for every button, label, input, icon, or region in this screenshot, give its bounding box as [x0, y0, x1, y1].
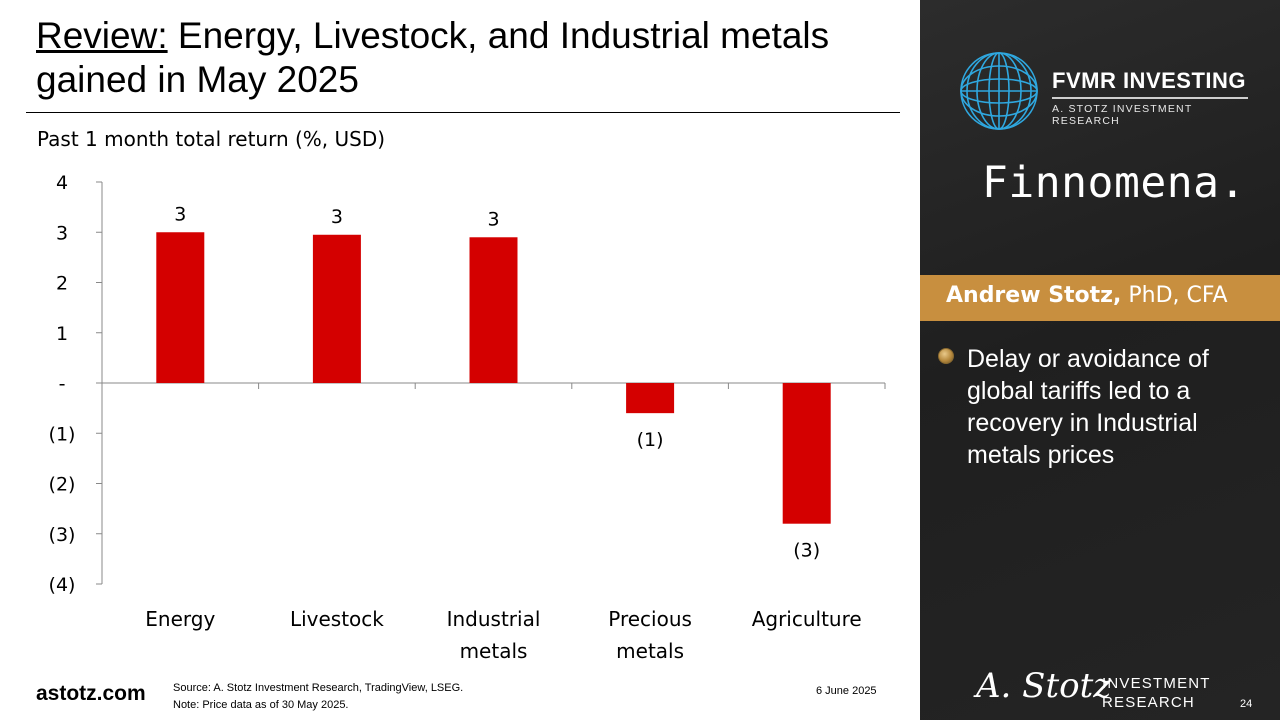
bar: [312, 234, 361, 383]
bar: [782, 383, 831, 524]
author-credit: Andrew Stotz, PhD, CFA: [946, 283, 1228, 308]
data-label: 3: [174, 203, 186, 225]
category-label: Livestock: [290, 607, 384, 631]
ir-line-2: RESEARCH: [1102, 694, 1195, 711]
bar: [156, 232, 205, 383]
author-title: PhD, CFA: [1121, 283, 1228, 308]
bar: [469, 237, 518, 383]
globe-icon: [960, 52, 1038, 130]
page-number: 24: [1240, 698, 1253, 710]
data-label: (3): [793, 540, 820, 562]
y-tick-label: 2: [56, 273, 68, 295]
source-line: Source: A. Stotz Investment Research, Tr…: [173, 682, 464, 694]
author-banner: [920, 275, 1280, 321]
title-text: Energy, Livestock, and Industrial metals…: [36, 15, 830, 100]
y-tick-label: (3): [49, 524, 76, 546]
category-label: Agriculture: [752, 607, 862, 631]
site-link[interactable]: astotz.com: [36, 682, 146, 705]
bar-chart: 4 3 2 1 - (1) (2) (3) (4) 3 Energy 3 Livestock 3 Indus…: [49, 172, 886, 663]
author-name: Andrew Stotz,: [946, 283, 1122, 308]
slide-date: 6 June 2025: [816, 685, 877, 697]
slide-main: Review: Energy, Livestock, and Industria…: [26, 14, 916, 714]
y-tick-label: 3: [56, 222, 68, 244]
y-tick-label: (1): [49, 423, 76, 445]
ir-line-1: INVESTMENT: [1102, 675, 1211, 692]
source-note: Source: A. Stotz Investment Research, Tr…: [173, 680, 463, 714]
y-tick-label: (2): [49, 474, 76, 496]
y-tick-label: -: [59, 373, 66, 395]
chart-title: Past 1 month total return (%, USD): [37, 127, 386, 151]
research-logo-text: INVESTMENT RESEARCH: [1102, 674, 1211, 712]
bar: [626, 383, 675, 414]
signature-logo: A. Stotz: [976, 666, 1112, 706]
y-tick-label: 4: [56, 172, 68, 194]
category-label: Industrial: [447, 607, 541, 631]
note-line: Note: Price data as of 30 May 2025.: [173, 699, 349, 711]
data-label: 3: [331, 206, 343, 228]
category-label: Precious: [608, 607, 692, 631]
brand-subtitle: A. STOTZ INVESTMENT RESEARCH: [1052, 103, 1193, 127]
y-tick-label: 1: [56, 323, 68, 345]
sidebar-panel: FVMR INVESTING A. STOTZ INVESTMENT RESEA…: [920, 0, 1280, 720]
y-tick-label: (4): [49, 574, 76, 596]
brand-divider: [1052, 97, 1248, 99]
bullet-icon: [938, 348, 954, 364]
category-label: Energy: [145, 607, 215, 631]
title-lead: Review:: [36, 15, 168, 56]
title-divider: [26, 112, 900, 113]
commentary-bullet: Delay or avoidance of global tariffs led…: [967, 345, 1209, 469]
fvmr-logo: FVMR INVESTING A. STOTZ INVESTMENT RESEA…: [958, 50, 1258, 140]
data-label: 3: [487, 208, 499, 230]
category-label: metals: [616, 639, 684, 663]
partner-logo: Finnomena.: [982, 158, 1246, 208]
brand-name: FVMR INVESTING: [1052, 68, 1247, 93]
slide-title: Review: Energy, Livestock, and Industria…: [36, 14, 916, 102]
category-label: metals: [460, 639, 528, 663]
data-label: (1): [637, 429, 664, 451]
